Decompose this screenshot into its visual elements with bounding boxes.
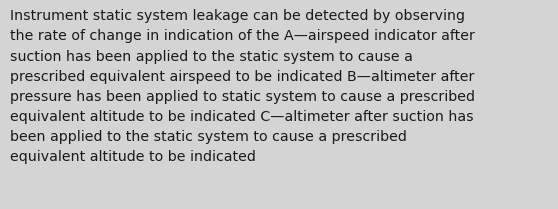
Text: Instrument static system leakage can be detected by observing
the rate of change: Instrument static system leakage can be … (10, 9, 475, 164)
